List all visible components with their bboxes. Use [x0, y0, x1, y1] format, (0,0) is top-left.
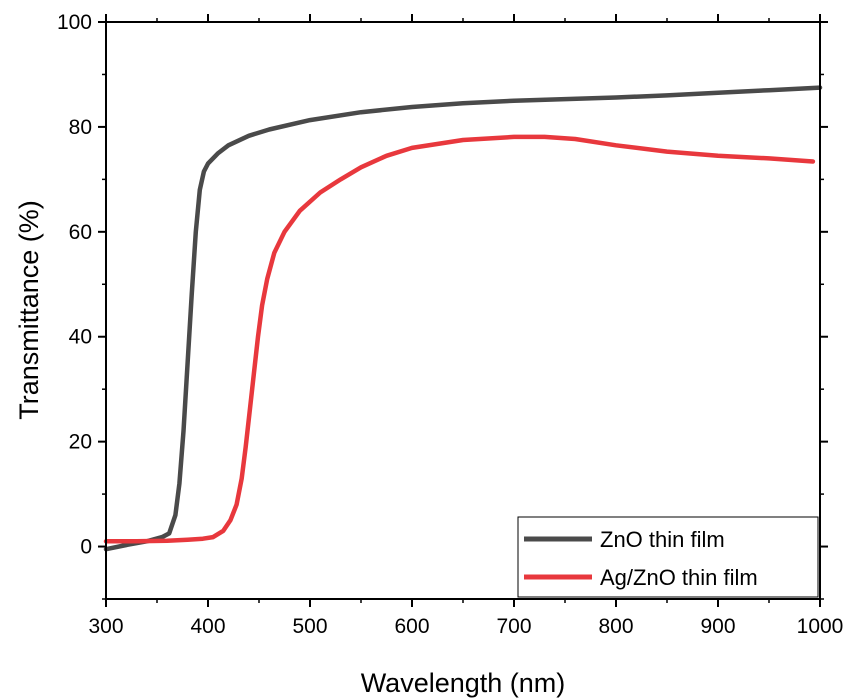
y-tick-label: 100 — [57, 11, 92, 34]
legend: ZnO thin film Ag/ZnO thin film — [517, 516, 819, 598]
x-axis-title: Wavelength (nm) — [361, 668, 566, 698]
x-tick-label: 800 — [598, 615, 633, 638]
x-tick-label: 600 — [394, 615, 429, 638]
y-tick-label: 80 — [69, 116, 92, 139]
legend-label-ag-zno: Ag/ZnO thin film — [600, 565, 758, 590]
x-tick-label: 700 — [496, 615, 531, 638]
x-tick-label: 900 — [700, 615, 735, 638]
ticks-layer — [98, 14, 828, 607]
y-axis-title: Transmittance (%) — [14, 200, 44, 420]
y-tick-label: 60 — [69, 221, 92, 244]
x-tick-label: 1000 — [797, 615, 844, 638]
plot-area-background — [106, 22, 820, 599]
x-tick-label: 500 — [292, 615, 327, 638]
y-tick-label: 40 — [69, 326, 92, 349]
series-layer — [103, 85, 823, 552]
plot-frame — [105, 21, 821, 600]
x-tick-label: 400 — [190, 615, 225, 638]
series-line-0 — [103, 85, 823, 552]
series-line-1 — [103, 134, 816, 544]
y-tick-label: 0 — [80, 536, 92, 559]
y-tick-label: 20 — [69, 431, 92, 454]
tick-labels-layer: 300 400 500 600 700 800 900 1000 0 20 40 60 80 100 — [57, 11, 843, 638]
x-tick-label: 300 — [88, 615, 123, 638]
legend-label-zno: ZnO thin film — [600, 527, 725, 552]
legend-box — [517, 516, 819, 598]
